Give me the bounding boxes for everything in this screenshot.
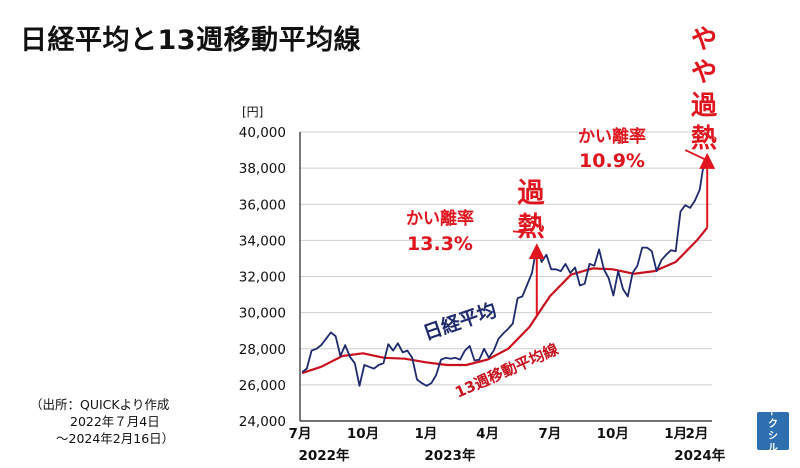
gap-title-1: かい離率 [406, 208, 474, 229]
series-label-nikkei: 日経平均 [420, 298, 499, 344]
y-tick-label: 40,000 [239, 125, 286, 141]
x-year-label: 2023年 [424, 447, 476, 464]
x-tick-label: 4月 [476, 426, 499, 442]
x-tick-label: 7月 [538, 426, 561, 442]
source-line-3: ～2024年2月16日） [56, 431, 175, 446]
overheat-label-1: 過 [518, 178, 546, 209]
y-tick-label: 24,000 [239, 414, 286, 430]
callout-pointer [512, 230, 534, 235]
overheat-label-2: 熱 [691, 124, 717, 154]
x-tick-label: 2月 [685, 426, 708, 442]
x-tick-label: 10月 [347, 426, 379, 442]
source-line-2: 2022年７月4日 [70, 414, 160, 429]
y-tick-label: 34,000 [239, 233, 286, 249]
y-tick-label: 30,000 [239, 306, 286, 322]
overheat-label-2: や [691, 58, 717, 88]
y-tick-label: 38,000 [239, 161, 286, 177]
gap-value-2: 10.9% [579, 150, 645, 172]
overheat-label-2: や [691, 25, 717, 55]
gap-title-2: かい離率 [578, 126, 646, 147]
chart-title: 日経平均と13週移動平均線 [20, 25, 362, 56]
series-line-nikkei [301, 158, 706, 387]
series-line-ma13 [301, 227, 709, 375]
y-tick-label: 36,000 [239, 197, 286, 213]
x-year-label: 2022年 [298, 447, 350, 464]
overheat-label-1: 熱 [518, 212, 545, 243]
logo-char-1: ト [768, 407, 778, 418]
y-unit-label: [円] [242, 105, 263, 119]
logo-char-2: ク [768, 419, 778, 430]
x-tick-label: 10月 [597, 426, 629, 442]
y-tick-label: 28,000 [239, 342, 286, 358]
logo-char-3: シ [768, 431, 778, 442]
brand-logo: ト ク シ ル [757, 407, 789, 454]
logo-char-4: ル [768, 443, 778, 454]
gap-value-1: 13.3% [407, 233, 473, 255]
y-tick-label: 32,000 [239, 270, 286, 286]
source-line-1: （出所：QUICKより作成 [30, 397, 170, 412]
overheat-label-2: 過 [691, 91, 718, 121]
callout-pointer [684, 149, 705, 160]
x-year-label: 2024年 [674, 447, 726, 464]
x-tick-label: 1月 [414, 426, 437, 442]
x-tick-label: 1月 [664, 426, 687, 442]
source-note: （出所：QUICKより作成 2022年７月4日 ～2024年2月16日） [30, 396, 174, 447]
x-tick-label: 7月 [289, 426, 312, 442]
y-tick-label: 26,000 [239, 378, 286, 394]
